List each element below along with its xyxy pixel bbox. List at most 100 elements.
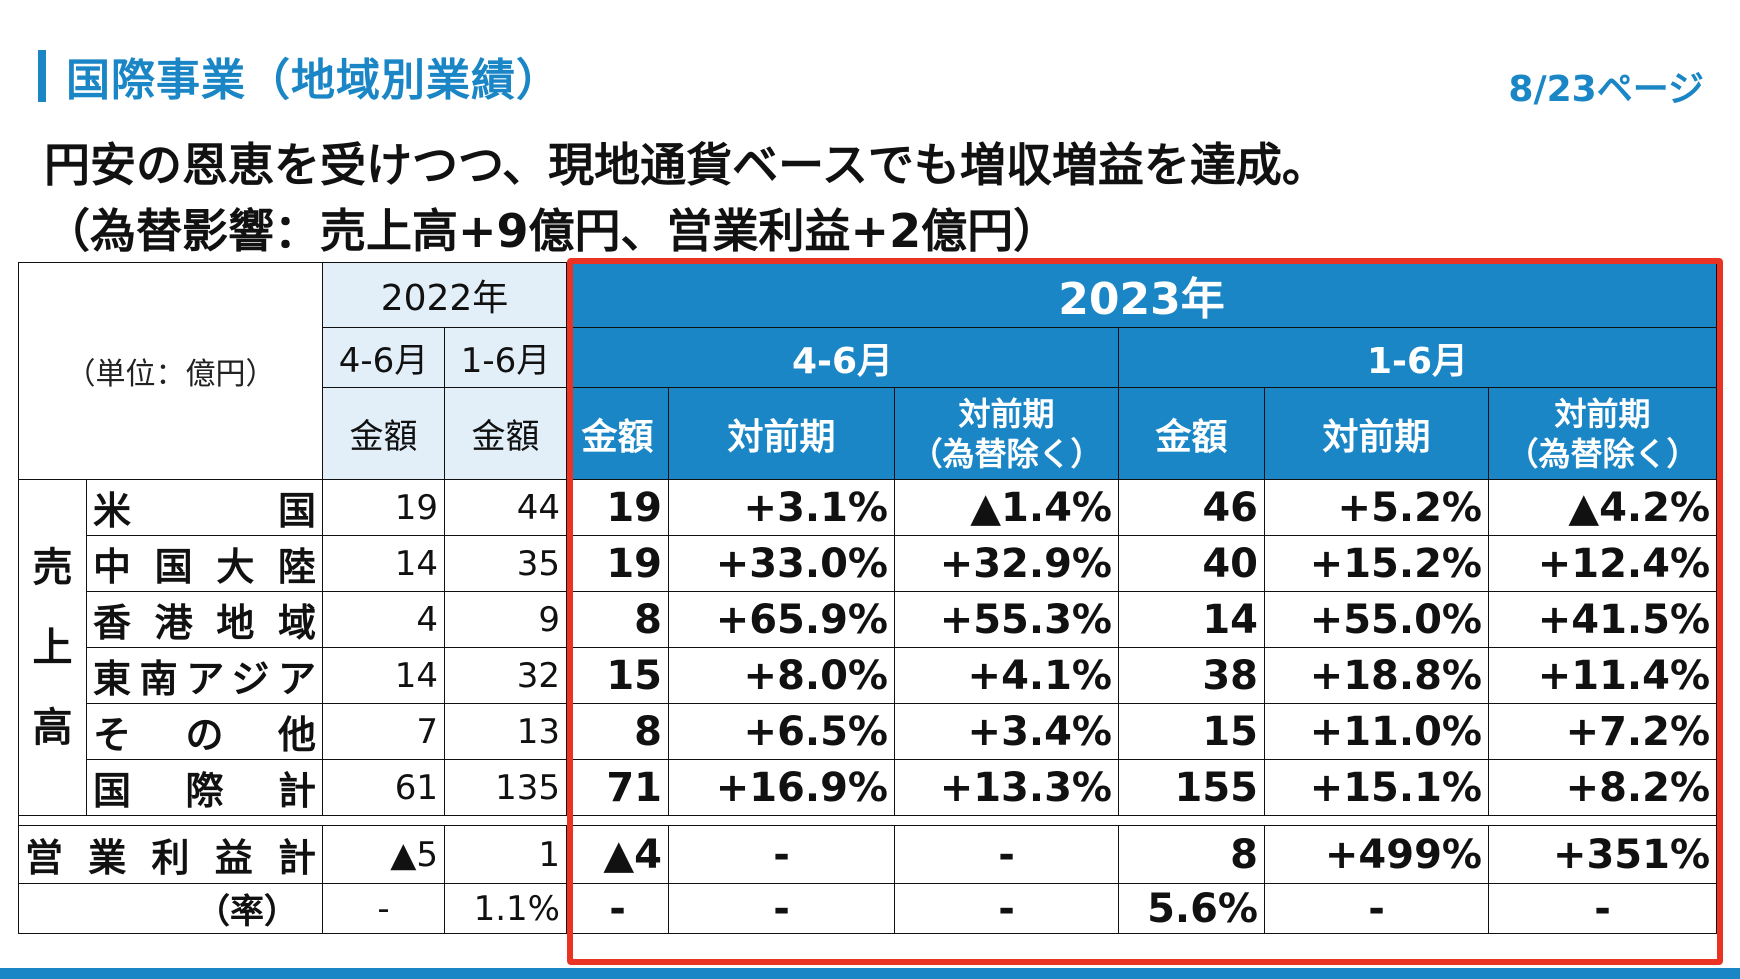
cell: +11.0%	[1264, 703, 1489, 760]
sales-label-char: 高	[32, 704, 73, 751]
col-yoy-fx-2023-h1: 対前期 （為替除く）	[1487, 387, 1718, 480]
cell: 32	[444, 647, 567, 704]
period-2022-h1: 1-6月	[444, 327, 567, 388]
cell: -	[894, 883, 1119, 934]
cell: 15	[1118, 703, 1265, 760]
cell: 35	[444, 535, 567, 592]
cell: +12.4%	[1487, 535, 1718, 592]
cell: -	[1487, 883, 1718, 934]
headline-line-2: （為替影響：売上高+9億円、営業利益+2億円）	[44, 204, 1060, 258]
table-row-op-profit: 営業利益計 ▲5 1 ▲4 - - 8 +499% +351%	[18, 825, 1718, 884]
year-2023-header: 2023年	[565, 262, 1718, 328]
col-amount-2023-h1: 金額	[1118, 387, 1265, 480]
cell: 8	[566, 591, 669, 648]
col-yoy-fx-line2: （為替除く）	[1506, 434, 1699, 473]
cell: 5.6%	[1118, 883, 1265, 934]
cell: +55.3%	[894, 591, 1119, 648]
cell: +4.1%	[894, 647, 1119, 704]
row-label: そ の 他	[86, 703, 323, 760]
cell: 7	[322, 703, 445, 760]
cell: 15	[566, 647, 669, 704]
col-amount-2023-q2: 金額	[566, 387, 669, 480]
cell: +18.8%	[1264, 647, 1489, 704]
cell: -	[894, 825, 1119, 884]
cell: 38	[1118, 647, 1265, 704]
cell: +32.9%	[894, 535, 1119, 592]
col-yoy-fx-line1: 対前期	[958, 394, 1055, 433]
cell: -	[1264, 883, 1489, 934]
cell: 46	[1118, 479, 1265, 536]
cell: 44	[444, 479, 567, 536]
cell: +16.9%	[668, 759, 895, 816]
table-row: 香港地域 4 9 8 +65.9% +55.3% 14 +55.0% +41.5…	[19, 591, 1718, 648]
table-row: 東南アジア 14 32 15 +8.0% +4.1% 38 +18.8% +11…	[19, 647, 1718, 704]
title-accent-bar	[38, 50, 46, 102]
col-yoy-2023-q2: 対前期	[668, 387, 895, 480]
cell: 14	[322, 647, 445, 704]
cell: 9	[444, 591, 567, 648]
cell: 71	[566, 759, 669, 816]
row-label: 東南アジア	[86, 647, 323, 704]
year-2022-header: 2022年	[322, 262, 567, 328]
page-number: 8/23ページ	[1508, 69, 1704, 110]
sales-vertical-label: 売 上 高	[18, 479, 87, 816]
table-row: 中国大陸 14 35 19 +33.0% +32.9% 40 +15.2% +1…	[19, 535, 1718, 592]
cell: 1.1%	[444, 883, 567, 934]
col-yoy-fx-line2: （為替除く）	[910, 434, 1103, 473]
regional-results-table: （単位：億円） 2022年 2023年 4-6月 1-6月 4-6月 1-6月 …	[17, 262, 1718, 934]
table-row: 売 上 高 米 国 19 44 19 +3.1% ▲1.4% 46 +5.2% …	[18, 479, 1718, 816]
cell: +8.0%	[668, 647, 895, 704]
period-2023-h1: 1-6月	[1117, 327, 1718, 388]
cell: 135	[444, 759, 567, 816]
cell: 155	[1118, 759, 1265, 816]
row-label: 香港地域	[86, 591, 323, 648]
cell: 19	[322, 479, 445, 536]
col-yoy-fx-2023-q2: 対前期 （為替除く）	[894, 387, 1119, 480]
cell: 14	[1118, 591, 1265, 648]
cell: 13	[444, 703, 567, 760]
cell: +55.0%	[1264, 591, 1489, 648]
cell: ▲5	[322, 825, 445, 884]
cell: +5.2%	[1264, 479, 1489, 536]
row-label: 中国大陸	[86, 535, 323, 592]
row-label: （率）	[18, 883, 323, 934]
cell: -	[566, 883, 669, 934]
cell: -	[668, 883, 895, 934]
page-title: 国際事業（地域別業績）	[66, 55, 561, 106]
cell: +65.9%	[668, 591, 895, 648]
row-label: 米 国	[86, 479, 323, 536]
cell: ▲1.4%	[894, 479, 1119, 536]
cell: 61	[322, 759, 445, 816]
cell: +8.2%	[1487, 759, 1718, 816]
cell: +499%	[1264, 825, 1489, 884]
table-row: そ の 他 7 13 8 +6.5% +3.4% 15 +11.0% +7.2%	[19, 703, 1718, 760]
cell: -	[322, 883, 445, 934]
cell: +13.3%	[894, 759, 1119, 816]
period-2022-q2: 4-6月	[322, 327, 445, 388]
cell: +351%	[1487, 825, 1718, 884]
cell: +11.4%	[1487, 647, 1718, 704]
sales-label-char: 売	[32, 544, 73, 591]
headline: 円安の恩恵を受けつつ、現地通貨ベースでも増収増益を達成。 （為替影響：売上高+9…	[44, 132, 1328, 264]
cell: 40	[1118, 535, 1265, 592]
row-label: 営業利益計	[18, 825, 323, 884]
cell: 8	[566, 703, 669, 760]
col-amount-2022-q2: 金額	[322, 387, 445, 480]
col-yoy-2023-h1: 対前期	[1264, 387, 1489, 480]
cell: +15.1%	[1264, 759, 1489, 816]
sales-label-char: 上	[32, 624, 73, 671]
cell: 19	[566, 479, 669, 536]
cell: +7.2%	[1487, 703, 1718, 760]
cell: ▲4	[566, 825, 669, 884]
footer-bar	[0, 968, 1740, 979]
table-row-margin: （率） - 1.1% - - - 5.6% - -	[18, 883, 1718, 934]
period-2023-q2: 4-6月	[566, 327, 1119, 388]
cell: 19	[566, 535, 669, 592]
col-yoy-fx-line1: 対前期	[1554, 394, 1651, 433]
cell: -	[668, 825, 895, 884]
unit-label: （単位：億円）	[18, 262, 323, 480]
cell: ▲4.2%	[1487, 479, 1718, 536]
table-gap	[17, 815, 1718, 826]
cell: +33.0%	[668, 535, 895, 592]
cell: +3.4%	[894, 703, 1119, 760]
